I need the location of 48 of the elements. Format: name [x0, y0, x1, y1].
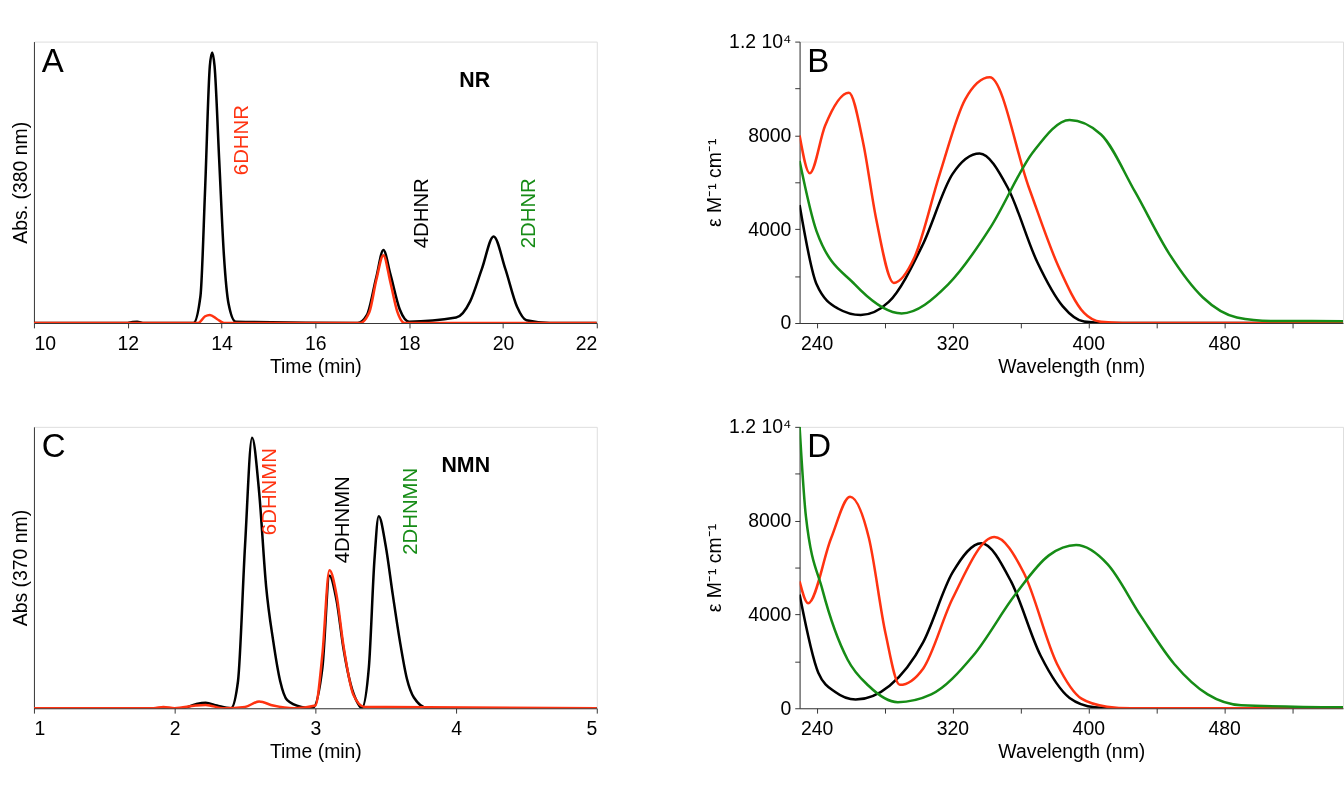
x-tick-label: 320 [936, 331, 970, 354]
x-tick-label: 12 [117, 331, 140, 354]
x-tick-label: 10 [34, 331, 57, 354]
annotation: NR [459, 68, 491, 93]
y-tick-label: 1.2 10⁴ [729, 29, 792, 52]
x-tick-label: 480 [1208, 716, 1242, 739]
x-tick-label: 320 [936, 716, 970, 739]
annotation: 6DHNMN [258, 448, 281, 536]
annotation: 2DHNMN [398, 467, 421, 555]
x-axis-title: Wavelength (nm) [998, 355, 1146, 377]
x-tick-label: 3 [310, 716, 322, 739]
x-tick-label: 5 [586, 716, 598, 739]
x-tick-label: 2 [169, 716, 181, 739]
x-tick-label: 240 [800, 331, 834, 354]
y-axis-title: ε M⁻¹ cm⁻¹ [703, 138, 726, 227]
annotation: NMN [441, 453, 491, 478]
x-tick-label: 18 [398, 331, 421, 354]
y-tick-label: 4000 [748, 217, 792, 240]
x-tick-label: 240 [800, 716, 834, 739]
x-tick-label: 1 [34, 716, 46, 739]
x-axis-title: Time (min) [269, 740, 362, 763]
annotation: 6DHNR [230, 105, 253, 176]
y-tick-label: 0 [780, 696, 792, 719]
y-tick-label: 0 [780, 311, 792, 334]
y-axis-title: Abs. (380 nm) [8, 121, 31, 244]
y-axis-title: ε M⁻¹ cm⁻¹ [703, 523, 726, 613]
y-tick-label: 8000 [748, 123, 792, 146]
annotation: 4DHNR [410, 178, 433, 249]
annotation: C [41, 426, 66, 464]
annotation: D [807, 426, 832, 464]
x-tick-label: 480 [1208, 331, 1242, 354]
x-axis-title: Time (min) [269, 355, 362, 377]
x-tick-label: 400 [1072, 331, 1106, 354]
x-tick-label: 4 [451, 716, 463, 739]
x-tick-label: 400 [1072, 716, 1106, 739]
annotation: 4DHNMN [331, 476, 354, 564]
y-tick-label: 1.2 10⁴ [729, 415, 792, 438]
y-tick-label: 4000 [748, 602, 792, 625]
x-tick-label: 22 [575, 331, 598, 354]
x-tick-label: 16 [305, 331, 327, 354]
x-axis-title: Wavelength (nm) [998, 740, 1146, 763]
y-axis-title: Abs (370 nm) [8, 509, 31, 627]
annotation: A [41, 41, 64, 79]
y-tick-label: 8000 [748, 508, 792, 531]
x-tick-label: 14 [211, 331, 234, 354]
x-tick-label: 20 [492, 331, 515, 354]
annotation: B [807, 41, 830, 79]
annotation: 2DHNR [517, 178, 540, 249]
